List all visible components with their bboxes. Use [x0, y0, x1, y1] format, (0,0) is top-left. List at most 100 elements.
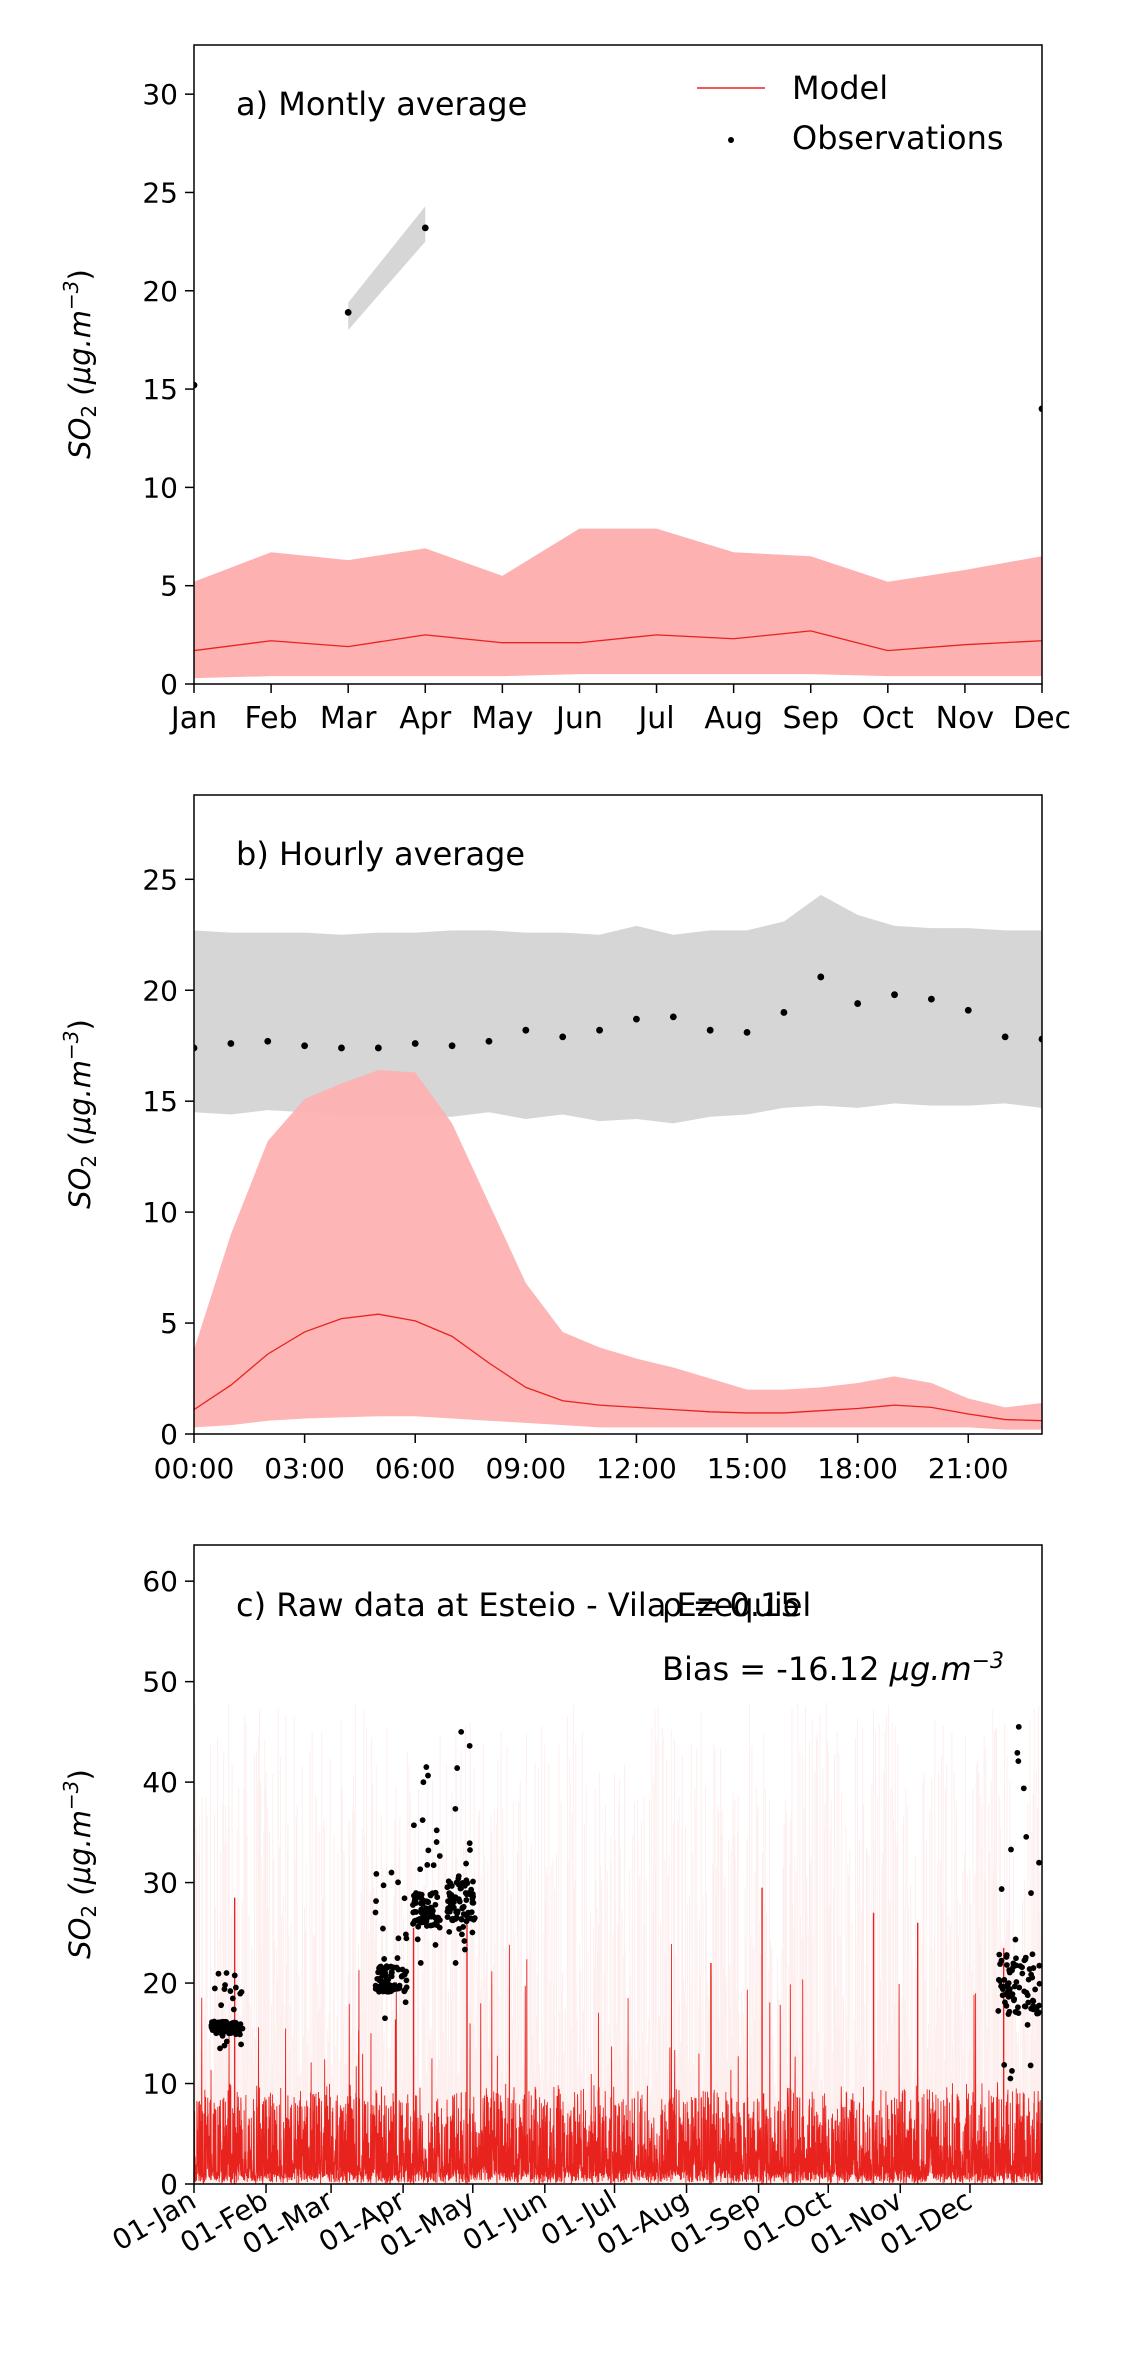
panel-c-observation-point — [470, 1916, 477, 1923]
panel-c-observation-point — [1009, 2068, 1015, 2074]
panel-c-observation-point — [1014, 1749, 1021, 1756]
panel-c-observation-point — [399, 1966, 406, 1973]
panel-a-xtick-label-Apr: Apr — [399, 701, 452, 736]
panel-c-observation-point — [1009, 1991, 1016, 1998]
panel-c-observation-point — [1029, 1951, 1036, 1958]
panel-c-observation-point — [1036, 1859, 1042, 1866]
panel-b-xtick-label-7: 21:00 — [928, 1452, 1009, 1485]
panel-c-observation-point — [1028, 2005, 1035, 2012]
panel-c-observation-point — [1015, 2004, 1021, 2011]
panel-c-observation-point — [424, 1862, 431, 1868]
panel-c-observation-point — [995, 2008, 1002, 2014]
panel-c-observation-point — [429, 1922, 436, 1929]
panel-c-observation-point — [1001, 2061, 1008, 2068]
panel-a-xtick-label-Aug: Aug — [704, 701, 763, 736]
panel-c-observation-point — [398, 1973, 405, 1980]
panel-c-observation-point — [377, 1987, 384, 1993]
panel-c-observation-point — [238, 2041, 244, 2048]
panel-b-observation-point — [448, 1042, 456, 1050]
panel-a-label: a) Montly average — [236, 85, 527, 123]
panel-b-ytick-label-15: 15 — [142, 1085, 178, 1118]
panel-c-bias: Bias = -16.12 μg.m−3 — [662, 1649, 1004, 1688]
panel-c-observation-point — [434, 1894, 441, 1901]
panel-c-label: c) Raw data at Esteio - Vila Ezequiel — [236, 1586, 811, 1624]
panel-c-observation-point — [996, 1951, 1003, 1958]
panel-a-ytick-label-15: 15 — [142, 373, 178, 406]
panel-c-observation-point — [377, 1963, 383, 1970]
panel-b-observation-point — [338, 1044, 345, 1052]
panel-b-observation-point — [596, 1026, 603, 1034]
panel-c-observation-point — [463, 1860, 469, 1867]
panel-c-observation-point — [468, 1909, 475, 1916]
panel-c-observation-point — [460, 1911, 467, 1917]
panel-c-observation-point — [1028, 1971, 1035, 1978]
panel-c-observation-point — [385, 1976, 392, 1983]
panel-a-xtick-label-Dec: Dec — [1013, 701, 1071, 736]
panel-b-observation-point — [633, 1015, 640, 1023]
panel-c-xtick-label-01-Jun: 01-Jun — [457, 2183, 552, 2257]
panel-b-observation-point — [194, 1044, 198, 1052]
panel-b-ytick-label-20: 20 — [142, 974, 178, 1007]
panel-c-observation-point — [410, 1909, 417, 1916]
panel-a-model-line — [194, 630, 1042, 652]
panel-c-observation-point — [373, 1871, 380, 1877]
panel-b-frame — [193, 794, 1043, 1435]
panel-b-hourly: 0 5 10 15 20 25 00:00 03:00 06:00 09:00 12:00 15:0… — [59, 794, 1043, 1485]
panel-c-observation-point — [449, 1915, 456, 1922]
panel-c-observation-point — [456, 1896, 462, 1903]
panel-c-observation-point — [1032, 1986, 1039, 1993]
panel-c-observation-point — [458, 1916, 465, 1923]
panel-c-observation-point — [417, 1960, 424, 1966]
panel-c-observation-point — [401, 1895, 408, 1902]
panel-a-observation-point — [421, 224, 429, 232]
panel-c-observation-point — [1013, 1979, 1020, 1985]
panel-c-observation-point — [1013, 1955, 1019, 1962]
panel-b-model-line — [194, 1313, 1042, 1422]
panel-c-observation-point — [373, 1898, 379, 1904]
panel-c-observation-point — [469, 1899, 476, 1906]
panel-c-observation-point — [458, 1885, 464, 1892]
panel-b-observation-point — [780, 1009, 788, 1016]
panel-c-observation-point — [1025, 1976, 1032, 1983]
panel-c-observation-point — [232, 1984, 239, 1991]
panel-c-observation-point — [460, 1924, 467, 1930]
panel-c-observation-point — [458, 1931, 465, 1938]
panel-c-observation-point — [218, 2002, 225, 2009]
panel-a-ytick-label-30: 30 — [142, 78, 178, 111]
panel-c-observation-point — [1030, 1998, 1037, 2004]
panel-c-observation-point — [383, 1963, 390, 1970]
panel-c-observation-point — [432, 1901, 439, 1908]
panel-a-ytick-label-5: 5 — [160, 570, 178, 603]
panel-c-observation-point — [425, 1847, 432, 1854]
panel-a-frame — [193, 44, 1043, 685]
panel-c-observation-point — [380, 1882, 387, 1889]
panel-b-ytick-label-10: 10 — [142, 1196, 178, 1229]
panel-b-observation-point — [301, 1042, 309, 1050]
panel-c-observation-point — [372, 1909, 379, 1916]
panel-c-observation-point — [452, 1960, 459, 1966]
panel-c-observation-point — [393, 1964, 400, 1971]
panel-b-observation-point — [522, 1026, 530, 1034]
panel-b-observation-point — [374, 1044, 382, 1052]
panel-c-observation-point — [1023, 1989, 1030, 1996]
panel-c-observation-point — [236, 2029, 243, 2036]
panel-c-observation-point — [1011, 1983, 1018, 1990]
panel-c-observation-point — [466, 1742, 473, 1749]
panel-c-observation-point — [998, 1983, 1005, 1990]
panel-c-ytick-label-50: 50 — [142, 1666, 178, 1699]
legend-observations-label: Observations — [792, 119, 1004, 157]
panel-c-observation-point — [462, 1946, 468, 1953]
panel-c-observation-point — [221, 1986, 228, 1992]
panel-c-observation-point — [470, 1878, 476, 1885]
panel-c-observation-point — [1027, 2062, 1034, 2069]
panel-c-observation-point — [380, 1925, 386, 1932]
panel-c-observation-point — [420, 1912, 427, 1919]
panel-b-xtick-label-0: 00:00 — [154, 1452, 235, 1485]
panel-c-observation-point — [420, 1779, 427, 1786]
panel-c-observation-point — [402, 1931, 409, 1938]
panel-c-observation-point — [1028, 1890, 1034, 1896]
panel-b-xtick-label-4: 12:00 — [596, 1452, 677, 1485]
panel-c-observation-point — [1016, 1984, 1023, 1991]
panel-a-ytick-label-10: 10 — [142, 471, 178, 504]
panel-a-monthly: 0 5 10 15 20 25 30 Jan Feb Mar Apr May Jun Jul Aug Sep… — [59, 44, 1071, 736]
